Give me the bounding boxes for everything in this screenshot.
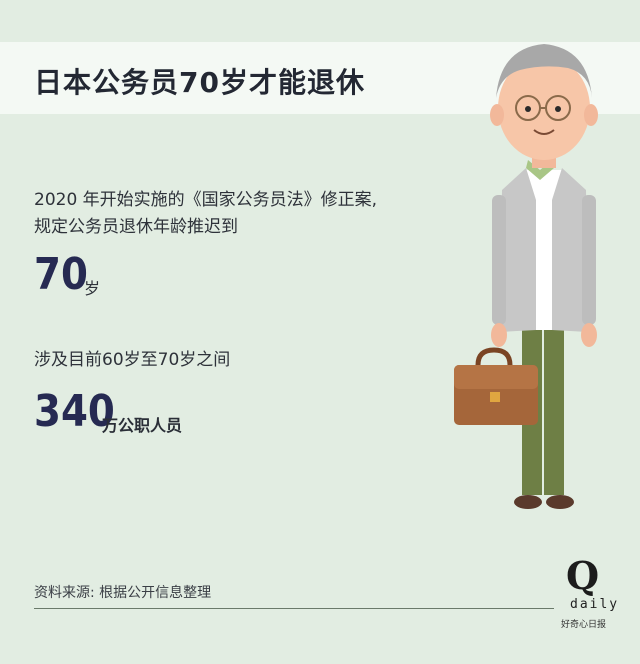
logo-subtitle: 好奇心日报: [561, 620, 607, 630]
retire-age-value: 70: [34, 249, 88, 300]
left-hand: [491, 323, 507, 347]
right-arm: [582, 195, 596, 325]
affected-count-unit: 万公职人员: [102, 416, 183, 435]
page-title: 日本公务员70岁才能退休: [34, 66, 365, 99]
jacket: [500, 168, 536, 332]
briefcase-handle: [475, 347, 513, 366]
intro-line-1: 2020 年开始实施的《国家公务员法》修正案,: [34, 190, 378, 210]
left-arm: [492, 195, 506, 325]
left-shoe: [514, 495, 542, 509]
intro-line-2: 规定公务员退休年龄推迟到: [34, 217, 238, 237]
logo-letter: Q: [566, 553, 600, 598]
hair: [496, 44, 592, 98]
right-leg: [544, 320, 564, 495]
retire-age-unit: 岁: [84, 279, 101, 298]
footer-divider: [34, 608, 554, 609]
elderly-man-illustration: [454, 44, 598, 509]
right-hand: [581, 323, 597, 347]
logo-word: daily: [570, 597, 620, 612]
briefcase-clasp: [490, 392, 500, 402]
intro-paragraph: 2020 年开始实施的《国家公务员法》修正案, 规定公务员退休年龄推迟到: [34, 187, 377, 241]
source-note: 资料来源: 根据公开信息整理: [34, 585, 212, 601]
right-shoe: [546, 495, 574, 509]
affected-count-value: 340: [34, 386, 115, 437]
scope-text: 涉及目前60岁至70岁之间: [34, 350, 231, 370]
